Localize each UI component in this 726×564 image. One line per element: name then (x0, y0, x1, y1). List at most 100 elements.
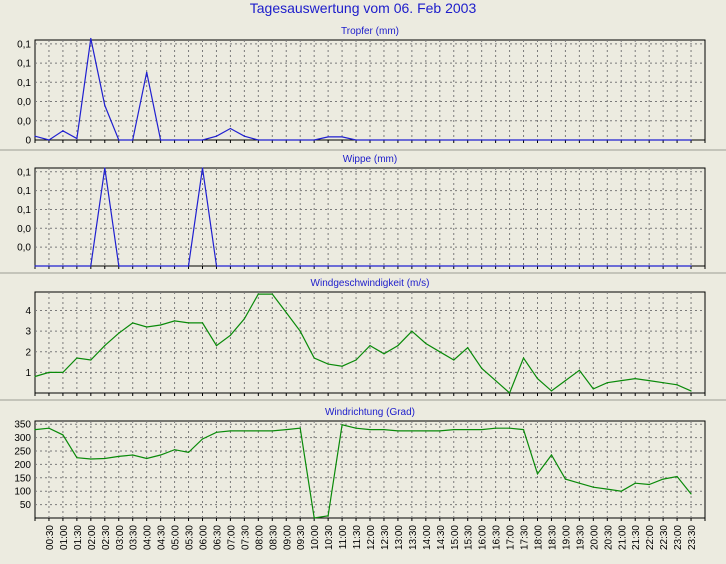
data-point (662, 478, 664, 480)
series-line (35, 167, 691, 267)
data-point (271, 293, 273, 295)
data-point (271, 430, 273, 432)
data-point (620, 139, 622, 141)
data-point (215, 135, 218, 137)
chart-panel-2: Wippe (mm) 0,0 0,0 0,1 0,1 0,1 (0, 154, 726, 274)
x-tick-label: 02:00 (87, 525, 98, 550)
y-tick-label: 3 (25, 327, 31, 338)
x-tick-label: 08:30 (268, 525, 279, 550)
y-tick-label: 0,0 (17, 116, 31, 127)
data-point (550, 139, 553, 141)
data-point (201, 167, 204, 169)
data-point (215, 344, 218, 347)
x-tick-label: 07:00 (226, 525, 237, 550)
chart-title: Windrichtung (Grad) (325, 407, 415, 418)
data-point (34, 265, 36, 267)
y-tick-label: 4 (25, 306, 31, 317)
y-tick-label: 0,0 (17, 97, 31, 108)
y-tick-label: 0,1 (17, 78, 31, 89)
data-point (146, 326, 148, 328)
data-point (104, 457, 106, 460)
data-point (536, 265, 539, 267)
data-point (606, 382, 608, 384)
data-point (453, 139, 455, 141)
data-point (592, 388, 594, 390)
x-tick-label: 06:30 (212, 525, 223, 550)
data-point (578, 482, 580, 484)
data-point (327, 515, 329, 517)
y-tick-label: 0,1 (17, 186, 31, 197)
data-point (355, 359, 357, 361)
series-line (34, 38, 691, 141)
x-tick-label: 05:30 (185, 525, 196, 550)
data-point (104, 167, 106, 169)
data-point (690, 139, 692, 141)
data-point (229, 127, 232, 130)
data-point (383, 353, 385, 355)
x-tick-label: 23:30 (687, 525, 698, 550)
data-point (355, 139, 357, 141)
y-tick-label: 0 (25, 136, 31, 147)
x-tick-label: 13:00 (394, 525, 405, 550)
x-tick-label: 15:30 (464, 525, 475, 550)
data-point (285, 428, 287, 431)
data-point (160, 324, 162, 326)
y-tick-label: 100 (14, 487, 31, 498)
data-point (313, 265, 315, 267)
data-point (299, 139, 301, 141)
data-point (146, 265, 148, 267)
data-point (341, 365, 343, 367)
data-point (425, 139, 427, 141)
x-tick-label: 00:30 (45, 525, 56, 550)
data-point (648, 483, 650, 486)
data-point (397, 430, 399, 432)
data-point (481, 139, 483, 141)
data-point (550, 390, 553, 392)
data-point (62, 265, 64, 267)
x-tick-label: 21:00 (617, 525, 628, 550)
x-tick-label: 19:00 (561, 525, 572, 550)
data-point (578, 265, 580, 267)
data-point (383, 428, 385, 431)
plot-area (34, 420, 706, 519)
data-point (634, 139, 636, 141)
x-tick-label: 12:00 (366, 525, 377, 550)
y-tick-label: 200 (14, 460, 31, 471)
data-point (592, 265, 594, 267)
series-line (34, 424, 692, 519)
data-point (160, 265, 162, 267)
y-tick-label: 250 (14, 447, 31, 458)
data-point (48, 427, 50, 429)
data-point (271, 139, 273, 141)
data-point (257, 430, 259, 432)
x-tick-label: 01:30 (73, 525, 84, 550)
y-tick-label: 0,1 (17, 205, 31, 216)
data-point (606, 139, 608, 141)
data-point (146, 457, 148, 460)
data-point (62, 434, 64, 436)
data-point (397, 139, 399, 141)
data-point (215, 431, 218, 433)
data-point (495, 265, 497, 267)
data-point (411, 139, 413, 141)
y-tick-label: 2 (25, 347, 31, 358)
data-point (34, 135, 36, 137)
data-point (508, 392, 511, 394)
data-point (467, 265, 469, 267)
data-point (522, 265, 525, 267)
x-tick-label: 10:00 (310, 525, 321, 550)
x-tick-label: 23:00 (673, 525, 684, 550)
data-point (271, 265, 273, 267)
data-point (201, 322, 204, 324)
x-tick-label: 07:30 (240, 525, 251, 550)
data-point (439, 265, 441, 267)
data-point (662, 139, 664, 141)
data-point (257, 265, 259, 267)
x-tick-label: 15:00 (450, 525, 461, 550)
series-line (34, 293, 692, 395)
data-point (536, 473, 539, 475)
data-point (48, 265, 50, 267)
y-tick-label: 350 (14, 420, 31, 431)
data-point (676, 265, 678, 267)
x-tick-label: 02:30 (101, 525, 112, 550)
